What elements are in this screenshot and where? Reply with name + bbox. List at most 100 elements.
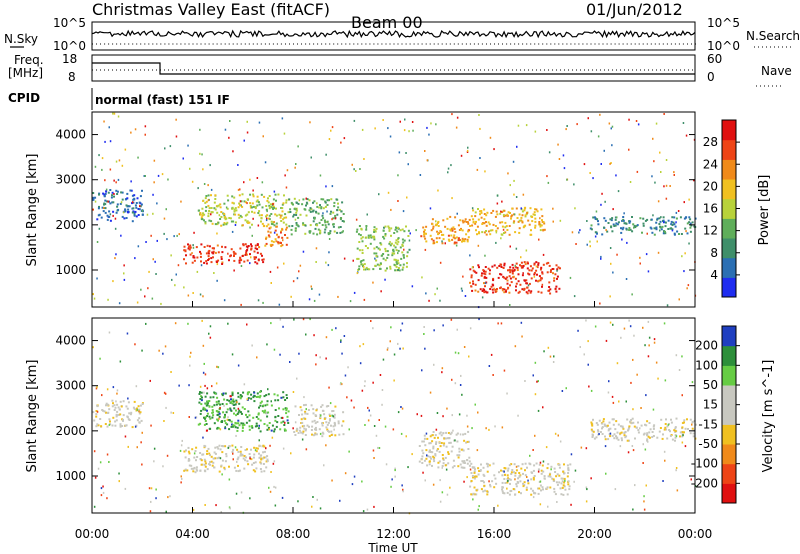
velocity-echo-cell <box>224 460 227 463</box>
velocity-noise-cell <box>372 381 374 384</box>
power-echo-cell <box>386 256 389 259</box>
velocity-echo-cell <box>248 414 251 417</box>
velocity-echo-cell <box>286 415 289 418</box>
power-echo-cell <box>466 238 469 241</box>
power-echo-cell <box>370 236 373 239</box>
power-echo-cell <box>473 270 476 273</box>
velocity-noise-cell <box>587 340 589 343</box>
velocity-echo-cell <box>450 450 453 453</box>
power-echo-cell <box>365 225 368 227</box>
velocity-echo-cell <box>214 452 217 455</box>
velocity-noise-cell <box>644 448 647 451</box>
power-echo-cell <box>543 228 546 231</box>
velocity-noise-cell <box>532 374 534 377</box>
power-noise-cell <box>533 275 536 278</box>
velocity-echo-cell <box>692 435 695 438</box>
power-noise-cell <box>199 293 202 296</box>
velocity-echo-cell <box>533 475 536 477</box>
velocity-noise-cell <box>393 353 396 356</box>
power-echo-cell <box>676 230 679 233</box>
power-noise-cell <box>249 178 251 181</box>
velocity-noise-cell <box>331 328 333 331</box>
velocity-echo-cell <box>301 432 304 435</box>
power-echo-cell <box>128 205 131 208</box>
power-echo-cell <box>240 259 243 262</box>
velocity-noise-cell <box>203 391 205 394</box>
power-echo-cell <box>247 245 250 247</box>
power-echo-cell <box>496 266 499 269</box>
power-echo-cell <box>372 235 374 238</box>
power-echo-cell <box>375 252 378 255</box>
power-echo-cell <box>207 212 210 215</box>
power-echo-cell <box>382 235 385 238</box>
velocity-echo-cell <box>561 477 564 480</box>
power-noise-cell <box>109 140 112 143</box>
velocity-echo-cell <box>202 406 205 409</box>
velocity-echo-cell <box>330 430 333 433</box>
power-noise-cell <box>355 218 358 221</box>
power-noise-cell <box>390 208 392 211</box>
power-echo-cell <box>246 213 249 216</box>
velocity-echo-cell <box>448 441 451 444</box>
power-noise-cell <box>216 263 219 266</box>
power-echo-cell <box>611 217 614 220</box>
velocity-echo-cell <box>458 450 461 453</box>
power-echo-cell <box>214 223 217 226</box>
power-echo-cell <box>388 229 391 232</box>
power-noise-cell <box>665 197 668 200</box>
velocity-colorbar-segment <box>722 483 736 504</box>
power-echo-cell <box>277 193 280 196</box>
power-echo-cell <box>283 194 285 197</box>
velocity-echo-cell <box>260 462 263 465</box>
power-noise-cell <box>610 262 612 265</box>
velocity-echo-cell <box>342 420 345 423</box>
power-echo-cell <box>541 285 543 288</box>
velocity-echo-cell <box>663 428 666 431</box>
power-noise-cell <box>107 200 109 203</box>
power-echo-cell <box>281 203 284 206</box>
power-echo-cell <box>270 245 273 247</box>
power-echo-cell <box>214 251 217 254</box>
velocity-noise-cell <box>507 476 509 479</box>
power-echo-cell <box>485 214 488 217</box>
power-noise-cell <box>352 259 354 262</box>
velocity-noise-cell <box>390 485 392 488</box>
power-echo-cell <box>479 288 482 291</box>
velocity-echo-cell <box>224 392 227 395</box>
velocity-noise-cell <box>209 336 212 339</box>
velocity-noise-cell <box>224 426 226 429</box>
velocity-echo-cell <box>119 400 122 403</box>
power-echo-cell <box>189 244 192 247</box>
velocity-noise-cell <box>163 420 165 422</box>
power-noise-cell <box>297 145 299 148</box>
velocity-echo-cell <box>457 465 460 468</box>
power-noise-cell <box>517 124 520 127</box>
power-echo-cell <box>233 196 236 199</box>
power-noise-cell <box>243 181 245 184</box>
velocity-echo-cell <box>133 400 136 403</box>
velocity-echo-cell <box>299 406 302 409</box>
power-echo-cell <box>523 288 525 291</box>
velocity-echo-cell <box>329 415 331 417</box>
power-noise-cell <box>513 179 515 182</box>
velocity-echo-cell <box>603 423 606 426</box>
power-noise-cell <box>269 218 271 221</box>
power-noise-cell <box>389 241 391 243</box>
power-echo-cell <box>250 243 252 246</box>
velocity-echo-cell <box>691 427 694 430</box>
power-noise-cell <box>686 287 688 290</box>
power-echo-cell <box>205 262 208 265</box>
power-echo-cell <box>520 265 523 268</box>
velocity-echo-cell <box>300 418 303 421</box>
velocity-echo-cell <box>266 460 269 463</box>
power-echo-cell <box>232 250 235 253</box>
velocity-noise-cell <box>648 336 651 339</box>
velocity-echo-cell <box>681 435 684 438</box>
power-echo-cell <box>185 262 187 265</box>
power-echo-cell <box>447 234 450 237</box>
power-noise-cell <box>586 220 588 222</box>
power-noise-cell <box>237 164 239 166</box>
velocity-noise-cell <box>361 389 364 392</box>
power-echo-cell <box>397 226 399 229</box>
velocity-echo-cell <box>687 428 689 430</box>
